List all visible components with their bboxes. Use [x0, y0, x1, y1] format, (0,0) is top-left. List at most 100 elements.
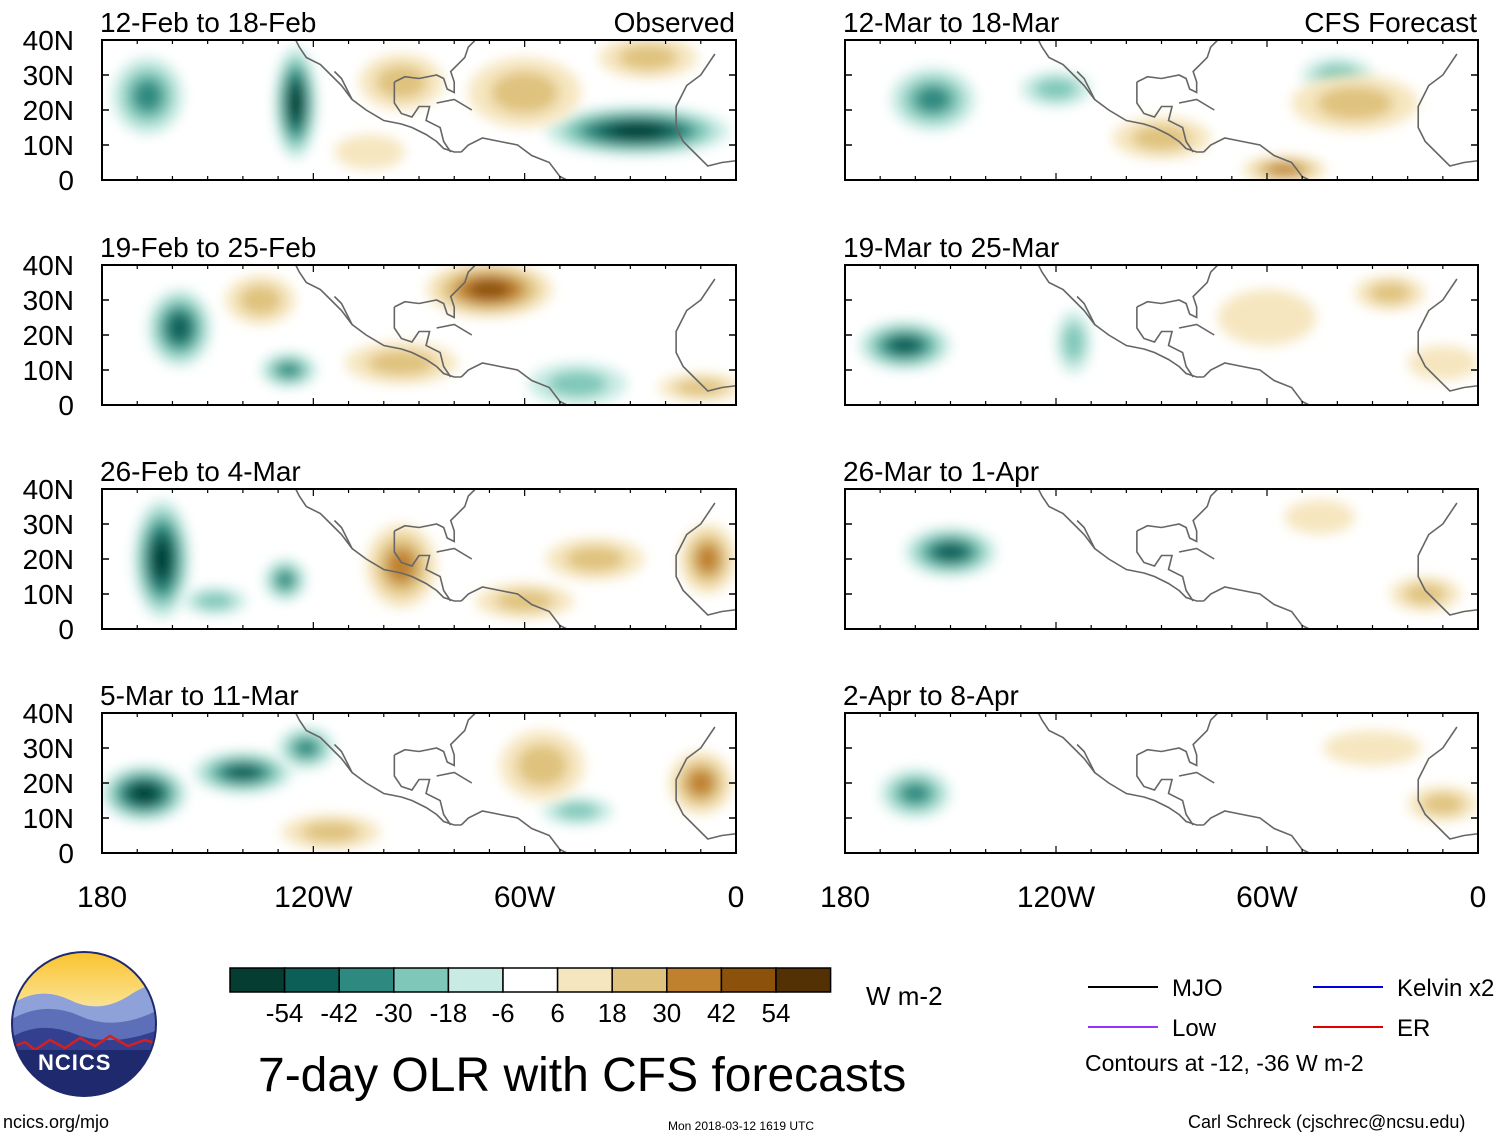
olr-panel: 26-Mar to 1-Apr [843, 456, 1479, 630]
legend-label: MJO [1172, 975, 1223, 1002]
coastline [1417, 278, 1478, 392]
coastline [393, 531, 452, 602]
olr-anomaly-blob [500, 730, 585, 801]
panel-period-title: 26-Feb to 4-Mar [100, 456, 301, 487]
olr-anomaly-blob [475, 583, 574, 619]
olr-anomaly-blob [334, 134, 405, 170]
coastline [675, 53, 736, 167]
olr-anomaly-blob [147, 289, 212, 367]
x-tick-label: 60W [494, 881, 556, 914]
colorbar-swatch [556, 967, 613, 993]
footer-url[interactable]: ncics.org/mjo [3, 1112, 110, 1132]
y-tick-label: 0 [58, 614, 74, 645]
x-tick-label: 120W [1017, 881, 1096, 914]
olr-anomaly-blob [468, 57, 582, 128]
colorbar-tick-label: -54 [266, 998, 304, 1028]
olr-anomaly-blob [359, 54, 444, 110]
coastline [1417, 53, 1478, 167]
colorbar-swatch [338, 967, 395, 993]
olr-anomaly-blob [1056, 310, 1092, 374]
logo-text: NCICS [38, 1050, 112, 1075]
coastline [1203, 362, 1310, 405]
y-tick-label: 10N [23, 579, 74, 610]
coastline [333, 743, 353, 773]
olr-anomaly-blob [112, 57, 184, 135]
ncics-logo [11, 951, 157, 1097]
coastline [333, 519, 353, 549]
olr-anomaly-blob [225, 275, 296, 325]
coastline [1136, 755, 1194, 826]
olr-panel: 19-Feb to 25-Feb 40N 30N 20N 10N 0 [23, 232, 737, 421]
olr-anomaly-blob [679, 524, 736, 594]
coastline [1178, 771, 1215, 784]
olr-anomaly-blob [183, 587, 247, 615]
x-tick-label: 180 [820, 881, 870, 914]
panel-period-title: 26-Mar to 1-Apr [843, 456, 1039, 487]
panel-period-title: 5-Mar to 11-Mar [100, 680, 299, 711]
panel-period-title: 19-Mar to 25-Mar [843, 232, 1059, 263]
coastline [1136, 489, 1219, 543]
olr-anomaly-blob [426, 265, 553, 318]
olr-anomaly-blob [1407, 345, 1478, 381]
coastline [1203, 586, 1310, 629]
olr-anomaly-blob [542, 797, 613, 825]
olr-anomaly-blob [102, 765, 187, 822]
colorbar: -54 -42 -30 -18 -6 6 18 30 42 54 [229, 967, 832, 1028]
colorbar-tick-label: -42 [320, 998, 358, 1028]
colorbar-swatch [447, 967, 504, 993]
legend-label: Kelvin x2 [1397, 975, 1494, 1002]
olr-anomaly-blob [545, 106, 729, 156]
olr-anomaly-blob [1390, 576, 1461, 612]
coastline [1203, 137, 1310, 180]
colorbar-swatch [720, 967, 777, 993]
column-header: CFS Forecast [1304, 7, 1477, 38]
coastline [1136, 531, 1194, 602]
coastline [393, 307, 452, 378]
olr-anomaly-blob [260, 352, 317, 388]
coastline [675, 726, 736, 840]
coastline [393, 82, 452, 153]
y-tick-label: 40N [23, 250, 74, 281]
olr-anomaly-blob [658, 373, 736, 402]
figure-title: 7-day OLR with CFS forecasts [258, 1049, 907, 1102]
coastline [1178, 323, 1215, 336]
y-tick-label: 10N [23, 803, 74, 834]
olr-panel: 19-Mar to 25-Mar [843, 232, 1479, 406]
olr-anomaly-blob [281, 814, 381, 850]
olr-anomaly-blob [133, 499, 191, 619]
colorbar-swatch [775, 967, 832, 993]
coastline [333, 295, 353, 325]
coastline [460, 362, 568, 405]
olr-panel: 12-Mar to 18-Mar CFS Forecast [843, 7, 1479, 181]
coastline [393, 713, 476, 767]
coastline [460, 137, 568, 180]
olr-panel: 26-Feb to 4-Mar 40N 30N 20N 10N 0 [23, 456, 737, 645]
colorbar-tick-label: -30 [375, 998, 413, 1028]
olr-anomaly-blob [274, 47, 317, 159]
coastline [1076, 295, 1096, 325]
y-tick-label: 30N [23, 285, 74, 316]
olr-anomaly-blob [193, 751, 293, 794]
contour-note: Contours at -12, -36 W m-2 [1085, 1050, 1364, 1076]
y-tick-label: 0 [58, 390, 74, 421]
colorbar-tick-label: 30 [652, 998, 681, 1028]
y-tick-label: 20N [23, 768, 74, 799]
coastline [1136, 307, 1194, 378]
panel-background [102, 713, 736, 853]
coastline [1076, 519, 1096, 549]
olr-anomaly-blob [880, 769, 951, 818]
y-tick-label: 0 [58, 165, 74, 196]
coastline [1417, 502, 1478, 616]
olr-anomaly-blob [904, 527, 997, 577]
panel-period-title: 12-Mar to 18-Mar [843, 7, 1059, 38]
x-tick-label: 0 [728, 881, 745, 914]
olr-anomaly-blob [264, 559, 307, 601]
y-tick-label: 30N [23, 509, 74, 540]
y-tick-label: 30N [23, 733, 74, 764]
colorbar-swatch [393, 967, 450, 993]
coastline [1203, 810, 1310, 853]
coastline [436, 323, 473, 336]
y-tick-label: 40N [23, 698, 74, 729]
coastline [1178, 547, 1215, 560]
colorbar-swatch [611, 967, 668, 993]
